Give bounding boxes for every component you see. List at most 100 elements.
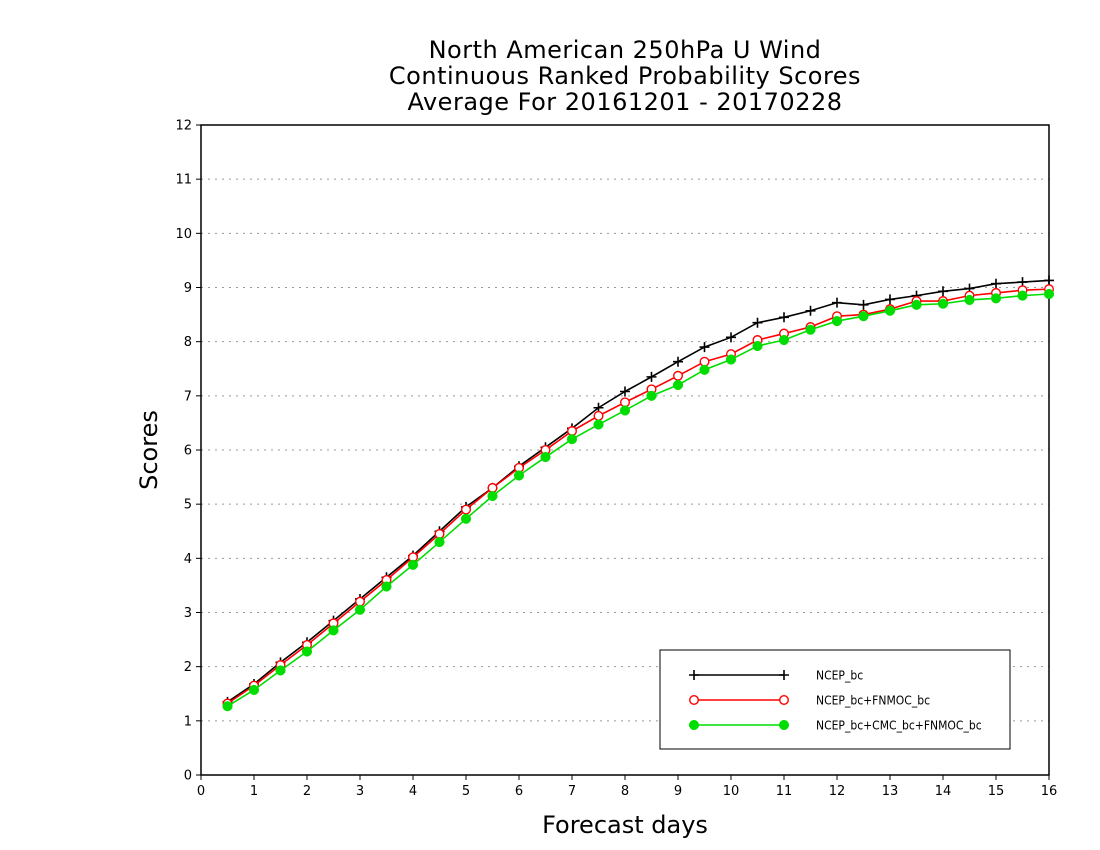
series-1 <box>222 284 1054 709</box>
data-point <box>566 434 578 445</box>
series-layer <box>222 275 1055 712</box>
chart-title-line-3: Average For 20161201 - 20170228 <box>407 88 843 116</box>
series-line <box>227 279 1050 703</box>
x-tick-label: 8 <box>621 784 629 799</box>
data-point <box>646 371 657 382</box>
legend-box <box>659 649 1011 750</box>
data-point <box>434 537 445 548</box>
x-tick-label: 1 <box>250 784 258 799</box>
y-tick-label: 6 <box>184 444 192 459</box>
data-point <box>354 604 366 615</box>
data-point <box>990 293 1002 304</box>
data-point <box>540 451 551 463</box>
x-tick-label: 6 <box>515 784 523 799</box>
data-point <box>699 356 710 367</box>
legend-label: NCEP_bc <box>816 669 863 683</box>
data-point <box>779 312 789 323</box>
x-tick-label: 10 <box>723 784 740 799</box>
legend-entry: NCEP_bc <box>689 669 863 683</box>
legend-entry: NCEP_bc+CMC_bc+FNMOC_bc <box>688 719 982 733</box>
data-point <box>752 340 763 352</box>
x-tick-label: 4 <box>409 784 417 799</box>
data-point <box>832 297 842 308</box>
data-point <box>275 665 286 676</box>
data-point <box>699 342 710 353</box>
data-point <box>248 684 260 696</box>
legend-label: NCEP_bc+CMC_bc+FNMOC_bc <box>816 719 982 733</box>
data-point <box>885 294 895 305</box>
y-tick-label: 9 <box>184 281 192 296</box>
y-tick-label: 4 <box>184 552 192 567</box>
y-tick-label: 8 <box>184 335 192 350</box>
series-0 <box>222 275 1054 707</box>
data-point <box>964 294 975 306</box>
legend-marker <box>779 670 789 680</box>
x-tick-label: 5 <box>462 784 470 799</box>
data-point <box>328 625 339 636</box>
data-point <box>487 490 498 502</box>
data-point <box>593 419 604 430</box>
y-tick-label: 12 <box>175 119 192 134</box>
data-point <box>672 379 684 391</box>
data-point <box>938 286 948 297</box>
data-point <box>487 482 498 493</box>
data-point <box>699 364 710 375</box>
data-point <box>778 334 790 346</box>
data-point <box>513 470 525 481</box>
legend-marker <box>689 695 700 706</box>
x-axis-title: Forecast days <box>542 811 708 839</box>
data-point <box>460 513 472 524</box>
series-2 <box>222 288 1055 712</box>
data-point <box>434 528 445 539</box>
x-tick-label: 15 <box>988 784 1005 799</box>
data-point <box>1017 290 1028 301</box>
x-tick-label: 9 <box>674 784 682 799</box>
data-point <box>831 316 843 327</box>
y-tick-label: 0 <box>184 769 192 784</box>
legend-marker <box>779 695 790 706</box>
series-line <box>227 293 1050 707</box>
x-tick-label: 14 <box>935 784 952 799</box>
legend-marker <box>778 719 790 731</box>
grid-lines <box>201 178 1049 722</box>
data-point <box>752 317 763 328</box>
legend: NCEP_bc NCEP_bc+FNMOC_bc NCEP_bc+CMC_bc+FN… <box>659 649 1011 750</box>
x-tick-label: 3 <box>356 784 364 799</box>
y-tick-label: 1 <box>184 714 192 729</box>
data-point <box>911 299 922 310</box>
y-tick-label: 2 <box>184 660 192 675</box>
data-point <box>1044 275 1054 286</box>
data-point <box>805 305 816 316</box>
y-tick-label: 10 <box>175 227 192 242</box>
data-point <box>1043 288 1055 300</box>
x-tick-label: 2 <box>303 784 311 799</box>
y-tick-label: 5 <box>184 498 192 513</box>
legend-entry: NCEP_bc+FNMOC_bc <box>689 694 930 708</box>
x-tick-label: 16 <box>1041 784 1058 799</box>
data-point <box>593 410 604 421</box>
data-point <box>937 298 949 309</box>
data-point <box>673 356 683 367</box>
data-point <box>461 504 472 515</box>
data-point <box>407 559 419 570</box>
data-point <box>301 646 313 657</box>
x-tick-label: 12 <box>829 784 846 799</box>
legend-marker <box>689 670 699 680</box>
data-point <box>567 426 578 437</box>
x-tick-label: 11 <box>776 784 793 799</box>
data-point <box>673 370 684 381</box>
data-point <box>222 701 233 712</box>
y-axis-title: Scores <box>135 410 163 490</box>
x-tick-label: 13 <box>882 784 899 799</box>
data-point <box>884 305 896 316</box>
data-point <box>805 324 816 335</box>
data-point <box>620 397 631 408</box>
data-point <box>725 354 737 365</box>
x-tick-label: 0 <box>197 784 205 799</box>
data-point <box>991 278 1001 289</box>
y-tick-label: 3 <box>184 606 192 621</box>
chart-title-line-1: North American 250hPa U Wind <box>428 36 822 64</box>
x-tick-label: 7 <box>568 784 576 799</box>
data-point <box>355 596 366 607</box>
